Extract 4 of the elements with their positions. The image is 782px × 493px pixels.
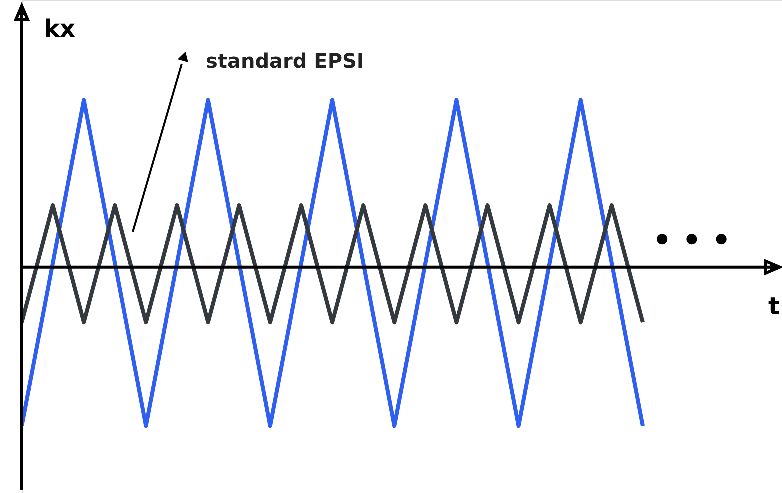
annotation: • • •: [652, 223, 732, 258]
text: standard EPSI: [206, 49, 364, 73]
x-axis-title: t: [768, 292, 780, 320]
y-axis-title: kx: [44, 15, 76, 43]
